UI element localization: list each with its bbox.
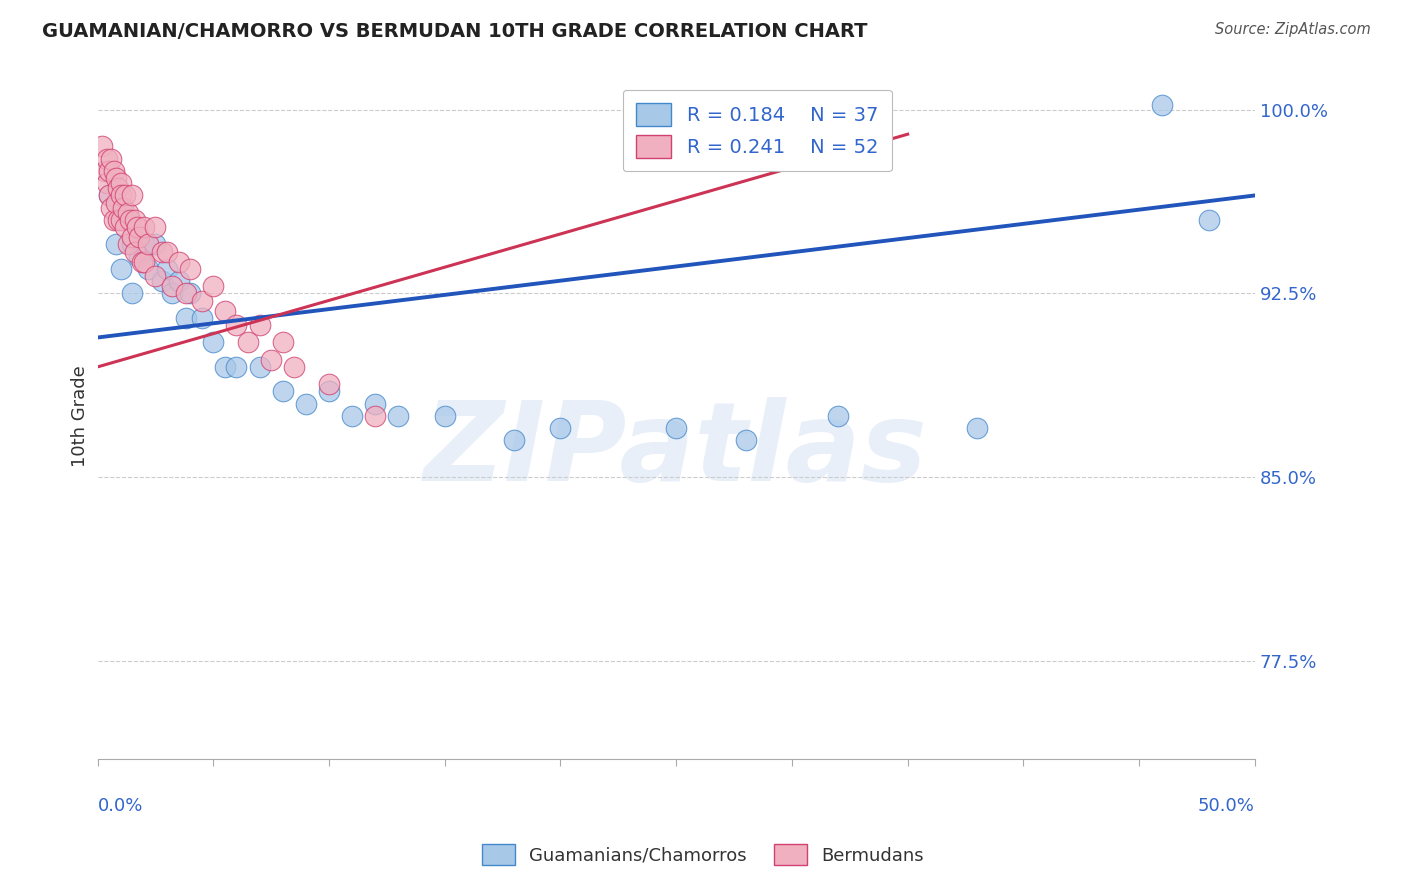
Point (179, 261, 201, 276)
Point (160, 279, 183, 293)
Point (167, 254, 190, 268)
Point (156, 261, 179, 276)
Point (503, 434, 526, 448)
Point (117, 205, 139, 219)
Point (103, 164, 125, 178)
Point (364, 409, 387, 423)
Point (433, 409, 456, 423)
Point (124, 244, 146, 259)
Point (202, 335, 225, 350)
Point (128, 230, 150, 244)
Text: 50.0%: 50.0% (1198, 797, 1256, 814)
Point (190, 293, 212, 308)
Text: GUAMANIAN/CHAMORRO VS BERMUDAN 10TH GRADE CORRELATION CHART: GUAMANIAN/CHAMORRO VS BERMUDAN 10TH GRAD… (42, 22, 868, 41)
Point (249, 318, 271, 333)
Point (125, 220, 148, 235)
Point (1198, 213, 1220, 227)
Text: 0.0%: 0.0% (97, 797, 143, 814)
Point (98, 164, 121, 178)
Point (225, 359, 247, 374)
Point (160, 286, 183, 301)
Point (132, 220, 155, 235)
Point (150, 274, 173, 288)
Point (124, 213, 146, 227)
Point (118, 213, 141, 227)
Point (128, 250, 150, 264)
Point (110, 261, 132, 276)
Point (105, 171, 128, 186)
Point (295, 397, 318, 411)
Point (114, 188, 136, 202)
Point (110, 188, 132, 202)
Point (132, 237, 155, 252)
Point (156, 244, 179, 259)
Text: ZIPatlas: ZIPatlas (425, 397, 928, 504)
Point (318, 384, 340, 399)
Point (318, 377, 340, 392)
Point (98, 188, 121, 202)
Point (214, 303, 236, 318)
Point (110, 176, 132, 190)
Point (225, 318, 247, 333)
Point (966, 421, 988, 435)
Point (100, 152, 122, 166)
Point (138, 261, 160, 276)
Point (114, 213, 136, 227)
Y-axis label: 10th Grade: 10th Grade (72, 365, 89, 467)
Point (121, 230, 143, 244)
Point (236, 335, 259, 350)
Point (100, 201, 122, 215)
Point (131, 254, 153, 268)
Point (110, 201, 132, 215)
Point (91, 139, 114, 153)
Point (387, 409, 409, 423)
Point (271, 384, 294, 399)
Point (150, 244, 173, 259)
Point (105, 195, 128, 210)
Text: Source: ZipAtlas.com: Source: ZipAtlas.com (1215, 22, 1371, 37)
Point (103, 213, 125, 227)
Point (827, 409, 849, 423)
Point (112, 201, 135, 215)
Point (96, 152, 118, 166)
Point (93, 164, 115, 178)
Point (138, 237, 160, 252)
Point (214, 359, 236, 374)
Point (107, 181, 129, 195)
Point (734, 434, 756, 448)
Point (283, 359, 305, 374)
Point (121, 188, 143, 202)
Point (167, 274, 190, 288)
Point (110, 213, 132, 227)
Point (121, 286, 143, 301)
Point (260, 352, 283, 367)
Point (174, 310, 197, 325)
Point (145, 237, 167, 252)
Point (249, 359, 271, 374)
Point (550, 421, 572, 435)
Point (179, 286, 201, 301)
Point (190, 310, 212, 325)
Point (107, 213, 129, 227)
Point (114, 220, 136, 235)
Point (202, 279, 225, 293)
Point (132, 254, 155, 268)
Point (105, 237, 128, 252)
Point (121, 237, 143, 252)
Point (271, 335, 294, 350)
Legend: R = 0.184    N = 37, R = 0.241    N = 52: R = 0.184 N = 37, R = 0.241 N = 52 (623, 89, 891, 171)
Point (96, 176, 118, 190)
Legend: Guamanians/Chamorros, Bermudans: Guamanians/Chamorros, Bermudans (475, 837, 931, 872)
Point (340, 409, 363, 423)
Point (117, 237, 139, 252)
Point (145, 220, 167, 235)
Point (665, 421, 688, 435)
Point (98, 188, 121, 202)
Point (145, 269, 167, 284)
Point (1152, 98, 1174, 112)
Point (364, 397, 387, 411)
Point (174, 286, 197, 301)
